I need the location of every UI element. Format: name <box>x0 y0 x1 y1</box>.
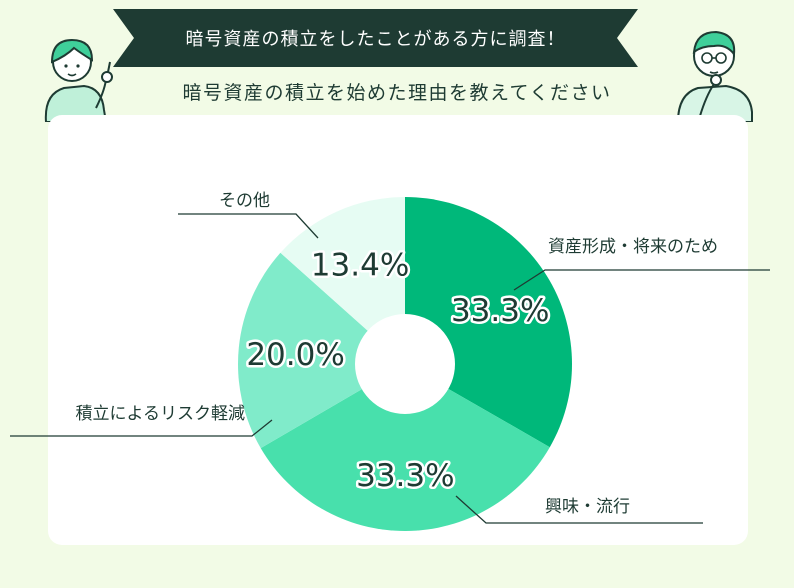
slice-category-label: 積立によるリスク軽減 <box>76 404 246 424</box>
leader-line <box>513 269 770 291</box>
slice-value-label: 33.3% <box>451 293 549 329</box>
chart-slices <box>238 197 572 531</box>
slice-category-label: その他 <box>219 191 270 211</box>
pie-slice <box>260 364 550 531</box>
leader-line <box>178 213 319 239</box>
leader-line <box>10 419 273 437</box>
man-thinking-illustration <box>676 30 753 122</box>
woman-pointing-illustration <box>44 38 113 122</box>
pie-slice <box>280 197 405 364</box>
slice-category-label: 興味・流行 <box>545 497 630 517</box>
slice-value-label: 20.0% <box>246 337 344 373</box>
chart-subtitle: 暗号資産の積立を始めた理由を教えてください <box>182 82 612 104</box>
chart-labels: 33.3% 資産形成・将来のため 33.3% 興味・流行 20.0% 積立によるリスク軽減… <box>10 191 770 524</box>
pie-slice <box>238 252 405 449</box>
banner-title: 暗号資産の積立をしたことがある方に調査！ <box>185 29 566 50</box>
slice-category-label: 資産形成・将来のため <box>548 237 718 257</box>
slice-value-label: 33.3% <box>356 458 454 494</box>
leader-line <box>455 495 703 524</box>
survey-banner: 暗号資産の積立をしたことがある方に調査！ <box>113 9 638 67</box>
donut-hole <box>355 314 455 414</box>
slice-value-label: 13.4% <box>311 248 409 284</box>
